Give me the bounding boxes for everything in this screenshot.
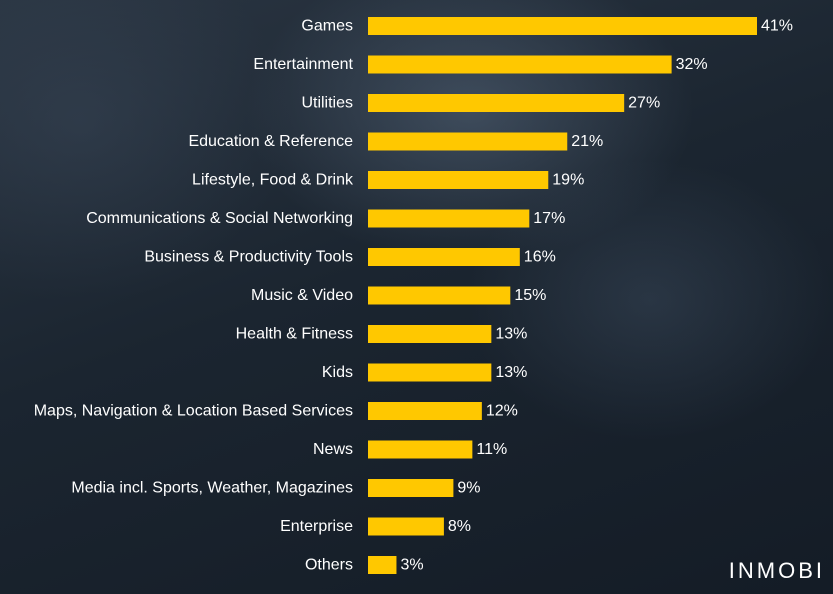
bar (368, 556, 397, 574)
value-label: 32% (676, 56, 708, 73)
category-label: Media incl. Sports, Weather, Magazines (71, 480, 353, 497)
category-label: Music & Video (251, 287, 353, 304)
value-label: 12% (486, 403, 518, 420)
value-label: 16% (524, 249, 556, 266)
bar (368, 55, 672, 74)
value-label: 13% (495, 364, 527, 381)
bar (368, 209, 530, 228)
bar (368, 325, 492, 343)
category-label: Lifestyle, Food & Drink (192, 172, 354, 189)
category-label: Health & Fitness (236, 326, 353, 343)
value-label: 8% (448, 518, 471, 535)
bar (368, 132, 568, 151)
value-label: 27% (628, 95, 660, 112)
bar (368, 248, 520, 266)
bar (368, 440, 473, 459)
value-label: 9% (457, 480, 480, 497)
category-label: Education & Reference (188, 133, 353, 150)
value-label: 11% (476, 441, 507, 458)
bar (368, 479, 454, 497)
value-label: 19% (552, 172, 584, 189)
value-label: 21% (571, 133, 603, 150)
value-label: 13% (495, 326, 527, 343)
category-label: Games (301, 18, 353, 35)
inmobi-logo: INMOBI (728, 558, 825, 583)
bar (368, 17, 757, 35)
value-label: 15% (514, 287, 546, 304)
category-label: Communications & Social Networking (86, 210, 353, 227)
category-label: Maps, Navigation & Location Based Servic… (34, 403, 353, 420)
bar (368, 363, 492, 382)
bar (368, 402, 482, 420)
category-label: Enterprise (280, 518, 353, 535)
category-label: Business & Productivity Tools (144, 249, 353, 266)
bar (368, 286, 511, 305)
bar (368, 94, 625, 112)
bar (368, 517, 444, 536)
category-label: News (313, 441, 353, 458)
category-label: Utilities (301, 95, 353, 112)
category-label: Kids (322, 364, 353, 381)
category-label: Entertainment (253, 56, 353, 73)
category-label: Others (305, 557, 353, 574)
value-label: 17% (533, 210, 565, 227)
bar (368, 171, 549, 189)
value-label: 41% (761, 18, 793, 35)
value-label: 3% (400, 557, 423, 574)
